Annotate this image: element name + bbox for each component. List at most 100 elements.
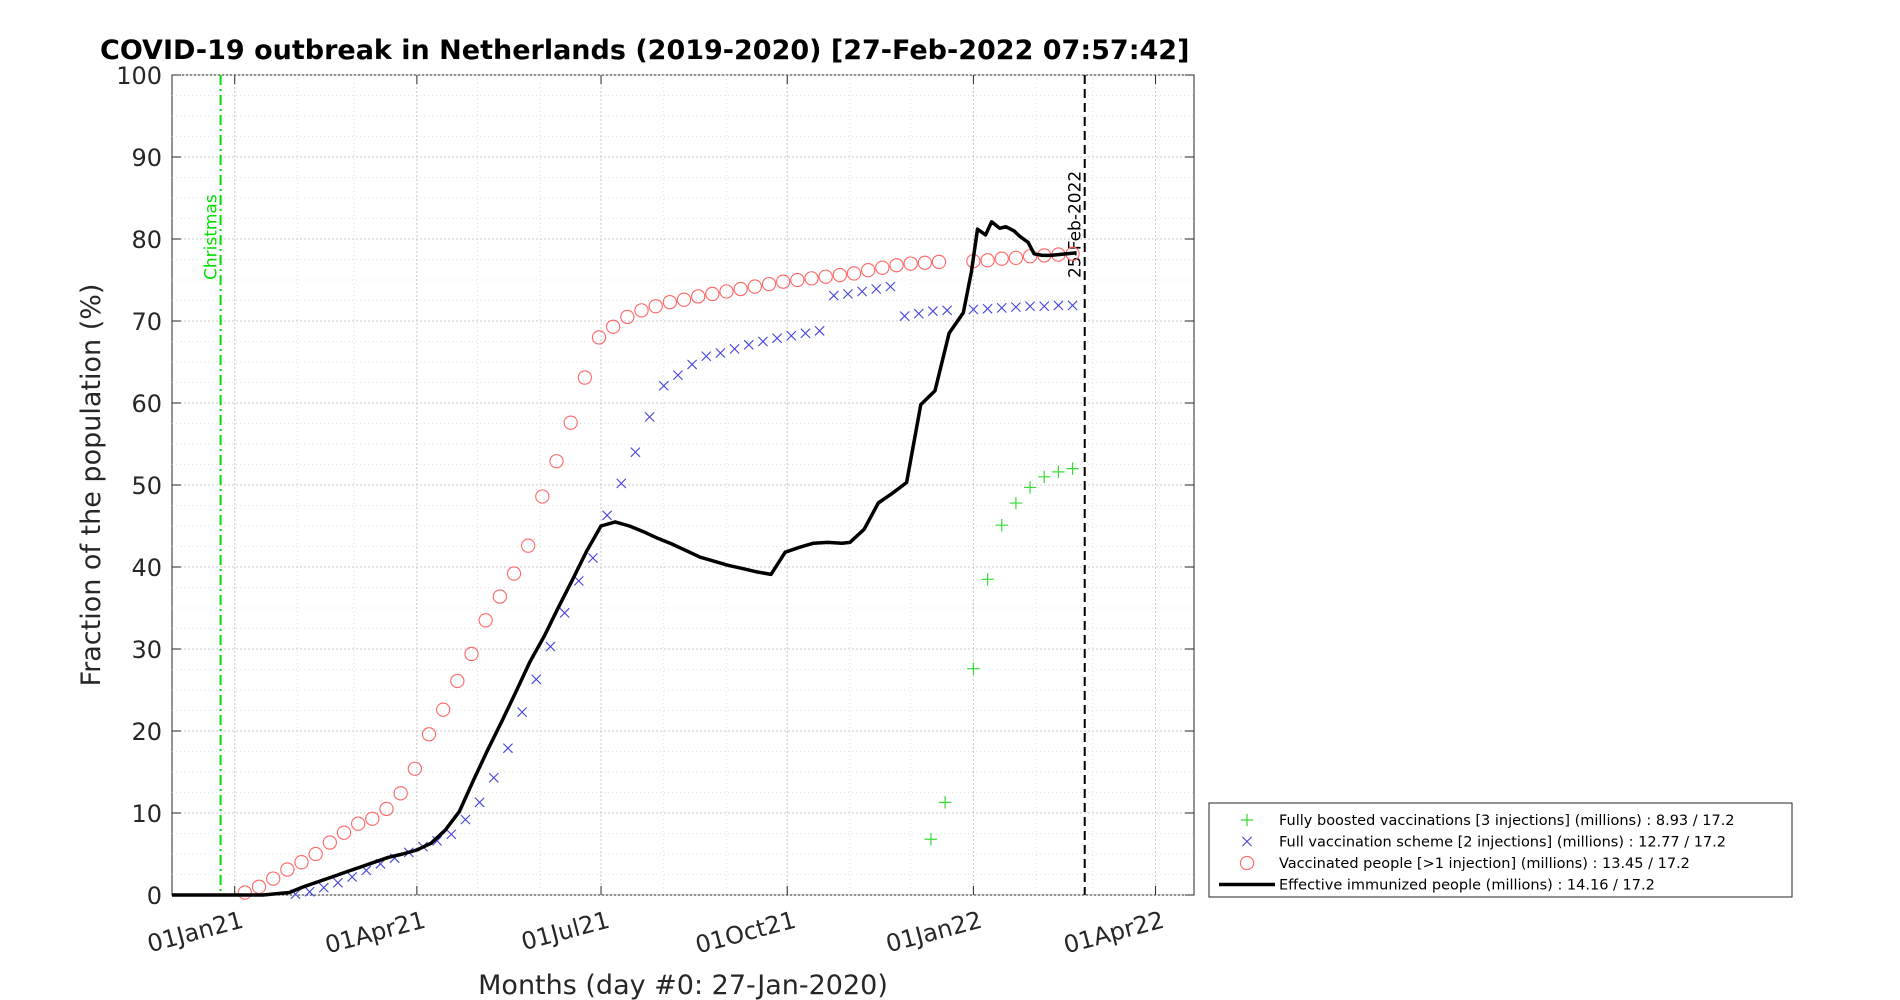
full-scheme-point <box>701 351 712 362</box>
full-scheme-point <box>432 835 443 846</box>
vaccinated-point <box>535 489 550 504</box>
vaccinated-point <box>994 251 1009 266</box>
series-0 <box>924 462 1079 846</box>
legend-entry-label: Effective immunized people (millions) : … <box>1279 878 1655 894</box>
vaccinated-point <box>365 811 380 826</box>
vaccinated-point <box>1239 855 1255 871</box>
full-scheme-point <box>559 607 570 618</box>
full-scheme-point <box>942 305 953 316</box>
full-scheme-point <box>996 302 1007 313</box>
full-scheme-point <box>1010 302 1021 313</box>
series-layer <box>172 220 1080 900</box>
y-tick-label: 90 <box>131 144 162 172</box>
vaccinated-point <box>450 673 465 689</box>
vaccinated-point <box>563 415 578 430</box>
boosted-point <box>995 518 1008 532</box>
full-scheme-point <box>517 707 528 718</box>
vaccinated-point <box>237 885 253 900</box>
full-scheme-point <box>1242 836 1252 847</box>
full-scheme-point <box>602 510 613 521</box>
full-scheme-point <box>899 311 910 322</box>
vaccinated-point <box>705 286 720 302</box>
vaccinated-point <box>606 319 621 334</box>
vaccinated-point <box>931 254 947 270</box>
full-scheme-point <box>446 829 457 840</box>
plot-area: 0 10 20 30 40 50 60 70 80 90 100 01Jan21 01Apr21 01J… <box>116 62 1195 960</box>
full-scheme-point <box>786 330 797 341</box>
vaccinated-point <box>832 267 847 283</box>
chart-title: COVID-19 outbreak in Netherlands (2019-2… <box>100 35 1189 66</box>
x-tick-label: 01Jan21 <box>144 906 246 958</box>
boosted-point <box>1023 481 1037 494</box>
full-scheme-point <box>1039 301 1050 312</box>
legend: Fully boosted vaccinations [3 injections… <box>1208 802 1793 898</box>
vaccinated-point <box>478 613 493 628</box>
full-scheme-point <box>828 290 839 301</box>
legend-entry-label: Full vaccination scheme [2 injections] (… <box>1279 835 1726 851</box>
vaccinated-point <box>875 260 890 275</box>
vaccinated-point <box>464 646 479 662</box>
full-scheme-point <box>347 871 358 882</box>
vaccinated-point <box>861 263 876 278</box>
full-scheme-point <box>460 814 471 825</box>
vaccinated-point <box>620 309 635 325</box>
effective-immunized-line <box>172 220 1077 897</box>
full-scheme-point <box>304 886 315 897</box>
vaccinated-point <box>733 281 748 297</box>
full-scheme-point <box>616 478 627 489</box>
full-scheme-point <box>658 380 669 391</box>
x-tick-label: 01Apr21 <box>322 906 428 960</box>
vaccinated-point <box>308 846 323 862</box>
full-scheme-point <box>814 325 825 336</box>
vaccinated-point <box>379 801 394 817</box>
full-scheme-point <box>587 552 598 563</box>
legend-entry-label: Vaccinated people [>1 injection] (millio… <box>1279 856 1690 872</box>
annotations: Christmas 25-Feb-2022 <box>202 75 1086 895</box>
full-scheme-point <box>630 447 641 458</box>
full-scheme-point <box>871 284 882 295</box>
full-scheme-point <box>913 308 924 319</box>
x-tick-label: 01Oct21 <box>692 906 798 960</box>
grid <box>172 74 1194 896</box>
full-scheme-point <box>318 882 329 893</box>
vaccinated-point <box>421 727 437 742</box>
vaccinated-point <box>634 303 649 318</box>
vaccinated-point <box>393 786 408 801</box>
vaccinated-point <box>917 255 932 270</box>
vaccinated-point <box>804 271 819 286</box>
x-tick-label: 01Jul21 <box>518 906 612 956</box>
boosted-point <box>981 573 994 586</box>
full-scheme-point <box>332 877 343 888</box>
boosted-point <box>967 662 980 675</box>
y-axis-ticks: 0 10 20 30 40 50 60 70 80 90 100 <box>116 62 1194 910</box>
vaccinated-point <box>719 284 734 299</box>
boosted-point <box>938 796 952 809</box>
vaccinated-point <box>322 835 338 850</box>
legend-entry-label: Fully boosted vaccinations [3 injections… <box>1279 813 1735 829</box>
vaccinated-point <box>266 871 281 886</box>
vaccinated-point <box>1008 250 1024 266</box>
christmas-label: Christmas <box>202 194 222 280</box>
y-tick-label: 30 <box>131 636 162 664</box>
y-tick-label: 70 <box>131 308 162 336</box>
full-scheme-point <box>800 328 811 339</box>
full-scheme-point <box>502 743 513 754</box>
vaccinated-point <box>521 538 536 553</box>
vaccinated-point <box>790 272 805 288</box>
x-tick-label: 01Jan22 <box>883 906 985 958</box>
boosted-point <box>1240 813 1254 827</box>
full-scheme-point <box>772 333 783 344</box>
full-scheme-point <box>573 575 584 586</box>
x-tick-label: 01Apr22 <box>1061 906 1167 960</box>
boosted-point <box>1066 462 1079 475</box>
vaccinated-point <box>648 299 663 314</box>
y-tick-label: 40 <box>131 554 162 582</box>
full-scheme-point <box>842 288 853 299</box>
full-scheme-point <box>729 343 740 354</box>
vaccinated-point <box>761 276 777 292</box>
current-date-label: 25-Feb-2022 <box>1066 171 1086 278</box>
y-tick-label: 20 <box>131 718 162 746</box>
full-scheme-point <box>982 303 993 314</box>
vaccinated-point <box>903 256 918 271</box>
y-tick-label: 50 <box>131 472 162 500</box>
